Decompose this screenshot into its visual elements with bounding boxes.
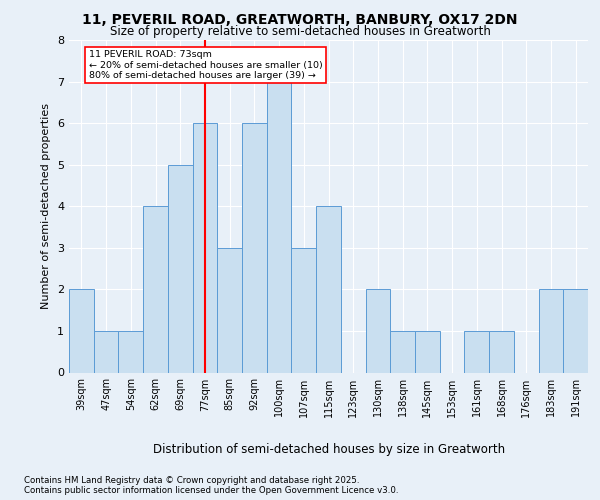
Text: Contains public sector information licensed under the Open Government Licence v3: Contains public sector information licen… xyxy=(24,486,398,495)
Text: Size of property relative to semi-detached houses in Greatworth: Size of property relative to semi-detach… xyxy=(110,25,490,38)
Bar xyxy=(292,248,316,372)
Bar xyxy=(415,331,440,372)
Bar xyxy=(539,290,563,372)
Bar xyxy=(489,331,514,372)
Bar xyxy=(316,206,341,372)
Bar xyxy=(69,290,94,372)
Bar xyxy=(464,331,489,372)
Bar xyxy=(390,331,415,372)
Bar xyxy=(94,331,118,372)
Bar xyxy=(217,248,242,372)
Text: Distribution of semi-detached houses by size in Greatworth: Distribution of semi-detached houses by … xyxy=(153,442,505,456)
Text: 11, PEVERIL ROAD, GREATWORTH, BANBURY, OX17 2DN: 11, PEVERIL ROAD, GREATWORTH, BANBURY, O… xyxy=(82,12,518,26)
Bar xyxy=(168,164,193,372)
Bar xyxy=(563,290,588,372)
Y-axis label: Number of semi-detached properties: Number of semi-detached properties xyxy=(41,104,52,309)
Bar xyxy=(143,206,168,372)
Text: Contains HM Land Registry data © Crown copyright and database right 2025.: Contains HM Land Registry data © Crown c… xyxy=(24,476,359,485)
Bar xyxy=(193,123,217,372)
Bar xyxy=(267,82,292,372)
Bar xyxy=(242,123,267,372)
Text: 11 PEVERIL ROAD: 73sqm
← 20% of semi-detached houses are smaller (10)
80% of sem: 11 PEVERIL ROAD: 73sqm ← 20% of semi-det… xyxy=(89,50,323,80)
Bar xyxy=(365,290,390,372)
Bar xyxy=(118,331,143,372)
